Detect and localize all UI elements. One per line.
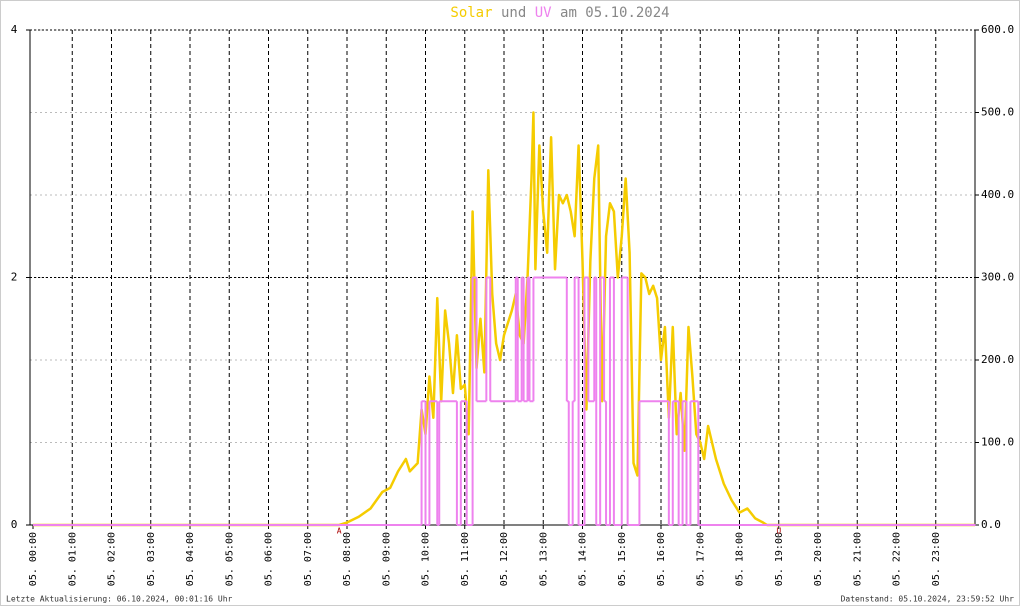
y2-tick-label: 400.0 [981, 188, 1014, 201]
x-tick-label: 05. 14:00 [578, 532, 589, 586]
x-tick-label: 05. 06:00 [264, 532, 275, 586]
x-tick-label: 05. 13:00 [538, 532, 549, 586]
x-tick-label: 05. 18:00 [735, 532, 746, 586]
title-date: am 05.10.2024 [560, 5, 670, 21]
y-tick-label: 0 [11, 518, 18, 531]
x-tick-label: 05. 03:00 [146, 532, 157, 586]
x-tick-label: 05. 22:00 [892, 532, 903, 586]
x-tick-label: 05. 17:00 [695, 532, 706, 586]
title-uv: UV [535, 5, 552, 21]
x-tick-label: 05. 15:00 [617, 532, 628, 586]
y-tick-label: 4 [11, 23, 18, 36]
y2-tick-label: 600.0 [981, 23, 1014, 36]
x-tick-label: 05. 11:00 [460, 532, 471, 586]
x-tick-label: 05. 20:00 [813, 532, 824, 586]
annotation: U [776, 527, 781, 536]
chart-title: Solar und UV am 05.10.2024 [450, 5, 669, 21]
x-tick-label: 05. 21:00 [852, 532, 863, 586]
x-tick-label: 05. 19:00 [774, 532, 785, 586]
x-tick-label: 05. 10:00 [421, 532, 432, 586]
annotation: A [337, 527, 342, 536]
x-tick-label: 05. 01:00 [67, 532, 78, 586]
x-tick-label: 05. 05:00 [224, 532, 235, 586]
x-tick-label: 05. 09:00 [381, 532, 392, 586]
y2-tick-label: 0.0 [981, 518, 1001, 531]
y2-tick-label: 300.0 [981, 271, 1014, 284]
title-solar: Solar [450, 5, 492, 21]
y2-tick-label: 500.0 [981, 106, 1014, 119]
x-tick-label: 05. 00:00 [28, 532, 39, 586]
x-tick-label: 05. 07:00 [303, 532, 314, 586]
y-tick-label: 2 [11, 271, 18, 284]
y2-tick-label: 200.0 [981, 353, 1014, 366]
x-tick-label: 05. 23:00 [931, 532, 942, 586]
footer-left: Letzte Aktualisierung: 06.10.2024, 00:01… [6, 595, 233, 604]
x-tick-label: 05. 12:00 [499, 532, 510, 586]
y2-tick-label: 100.0 [981, 436, 1014, 449]
title-and: und [501, 5, 526, 21]
x-tick-label: 05. 02:00 [107, 532, 118, 586]
x-tick-label: 05. 16:00 [656, 532, 667, 586]
x-tick-label: 05. 04:00 [185, 532, 196, 586]
x-tick-label: 05. 08:00 [342, 532, 353, 586]
footer-right: Datenstand: 05.10.2024, 23:59:52 Uhr [841, 595, 1015, 604]
